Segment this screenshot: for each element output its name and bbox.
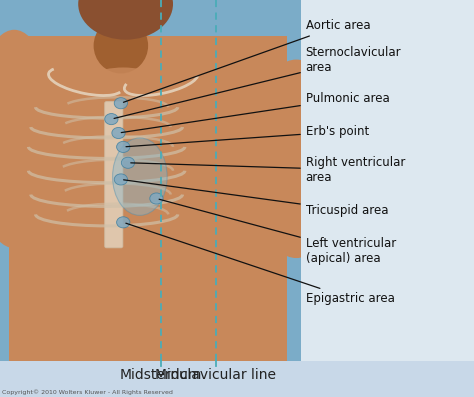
Text: Aortic area: Aortic area (124, 19, 370, 102)
Circle shape (150, 193, 163, 204)
Text: Right ventricular
area: Right ventricular area (131, 156, 405, 184)
Ellipse shape (249, 60, 344, 258)
Text: Erb's point: Erb's point (126, 125, 369, 147)
FancyBboxPatch shape (105, 102, 123, 248)
Ellipse shape (0, 30, 57, 248)
Circle shape (105, 114, 118, 125)
Text: Left ventricular
(apical) area: Left ventricular (apical) area (159, 199, 396, 265)
FancyBboxPatch shape (0, 361, 474, 397)
Text: Midsternum: Midsternum (120, 368, 202, 382)
Circle shape (121, 157, 135, 168)
Ellipse shape (78, 0, 173, 40)
FancyBboxPatch shape (0, 0, 301, 361)
Text: Midclavicular line: Midclavicular line (155, 368, 276, 382)
Circle shape (114, 174, 128, 185)
Circle shape (117, 141, 130, 152)
Ellipse shape (28, 67, 218, 266)
Circle shape (112, 127, 125, 139)
FancyBboxPatch shape (301, 0, 474, 361)
Ellipse shape (94, 18, 148, 73)
Circle shape (114, 98, 128, 109)
Text: Epigastric area: Epigastric area (126, 223, 394, 305)
FancyBboxPatch shape (9, 36, 287, 361)
Text: Sternoclavicular
area: Sternoclavicular area (114, 46, 401, 118)
Text: Pulmonic area: Pulmonic area (121, 92, 390, 133)
Circle shape (117, 217, 130, 228)
Text: Tricuspid area: Tricuspid area (124, 180, 388, 217)
Text: Copyright© 2010 Wolters Kluwer - All Rights Reserved: Copyright© 2010 Wolters Kluwer - All Rig… (2, 389, 173, 395)
Ellipse shape (112, 138, 167, 215)
